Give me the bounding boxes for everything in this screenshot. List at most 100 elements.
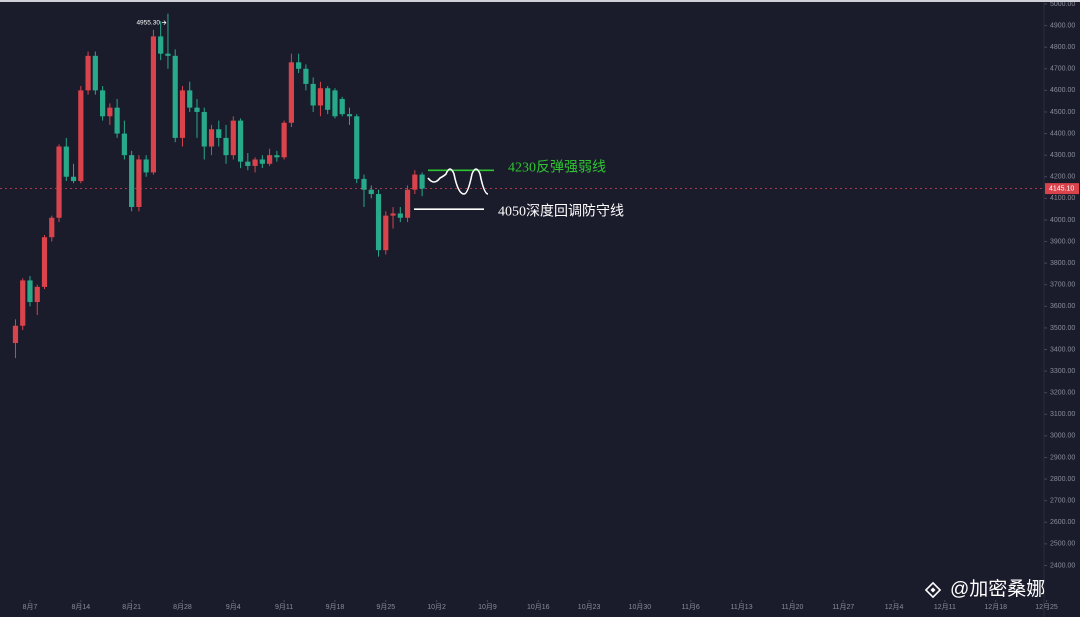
candle-body — [317, 88, 324, 106]
candle-body — [49, 217, 55, 238]
candle-body — [99, 90, 106, 117]
candle-body — [187, 90, 193, 108]
candle-body — [27, 280, 33, 302]
x-tick-label: 9月25 — [376, 603, 395, 611]
candle-body — [397, 213, 403, 218]
x-tick-label: 10月16 — [527, 603, 550, 611]
candle-body — [216, 129, 222, 138]
candle-body — [85, 55, 91, 91]
x-tick-label: 12月18 — [984, 603, 1007, 611]
high-marker-label: 4955.30 — [136, 19, 160, 26]
candle-body — [150, 36, 157, 173]
candle-body — [129, 155, 135, 207]
candle-body — [383, 215, 389, 251]
candle-body — [20, 280, 26, 326]
x-tick-label: 10月9 — [478, 603, 497, 611]
candle-body — [259, 159, 265, 164]
top-bar — [0, 0, 1080, 2]
candle-body — [56, 146, 62, 218]
candle-body — [223, 137, 229, 156]
candle-body — [346, 114, 353, 117]
candle-body — [12, 325, 19, 344]
candle-body — [390, 213, 396, 216]
y-tick-label: 2700.00 — [1050, 498, 1075, 505]
x-tick-label: 9月4 — [226, 603, 241, 611]
candle-body — [41, 237, 48, 287]
y-tick-label: 4600.00 — [1050, 87, 1075, 94]
y-tick-label: 3600.00 — [1050, 303, 1075, 310]
candle-body — [114, 107, 120, 134]
last-price-box — [1045, 183, 1079, 195]
y-tick-label: 3700.00 — [1050, 282, 1075, 289]
candle-body — [325, 88, 331, 110]
candle-body — [267, 155, 273, 164]
candle-body — [172, 55, 178, 138]
x-tick-label: 11月6 — [682, 603, 700, 611]
y-tick-label: 4300.00 — [1050, 152, 1075, 159]
candle-body — [419, 174, 425, 189]
candle-body — [288, 62, 294, 123]
candle-body — [63, 146, 69, 177]
y-tick-label: 4800.00 — [1050, 44, 1075, 51]
y-tick-label: 3800.00 — [1050, 260, 1075, 267]
candle-body — [368, 189, 374, 195]
candle-body — [165, 53, 171, 56]
squiggle — [427, 168, 489, 195]
candle-body — [274, 155, 280, 158]
x-tick-label: 8月28 — [173, 603, 192, 611]
x-tick-label: 11月20 — [781, 603, 803, 611]
y-tick-label: 3400.00 — [1050, 346, 1075, 353]
candle-body — [375, 194, 382, 251]
x-tick-label: 10月23 — [578, 603, 601, 611]
candle-body — [404, 189, 411, 218]
y-tick-label: 2800.00 — [1050, 476, 1075, 483]
x-tick-label: 8月7 — [23, 603, 38, 611]
x-tick-label: 9月18 — [326, 603, 345, 611]
y-tick-label: 4500.00 — [1050, 109, 1075, 116]
y-tick-label: 3300.00 — [1050, 368, 1075, 375]
x-tick-label: 12月11 — [934, 603, 956, 611]
y-tick-label: 2600.00 — [1050, 519, 1075, 526]
candle-body — [412, 174, 418, 190]
candle-body — [194, 107, 200, 112]
candle-body — [92, 55, 98, 91]
watermark-logo — [924, 581, 942, 599]
candle-body — [237, 120, 244, 162]
x-tick-label: 10月30 — [629, 603, 652, 611]
y-tick-label: 3000.00 — [1050, 433, 1075, 440]
y-tick-label: 4900.00 — [1050, 22, 1075, 29]
x-tick-label: 11月13 — [731, 603, 753, 611]
candle-body — [179, 90, 186, 138]
y-tick-label: 4400.00 — [1050, 130, 1075, 137]
y-tick-label: 5000.00 — [1050, 1, 1075, 8]
watermark: @加密桑娜 — [950, 578, 1045, 600]
high-marker-arrow — [161, 20, 167, 25]
x-tick-label: 11月27 — [832, 603, 854, 611]
candle-body — [281, 122, 287, 158]
y-tick-label: 4100.00 — [1050, 195, 1075, 202]
candle-body — [361, 178, 367, 190]
candle-body — [296, 62, 302, 69]
candle-body — [332, 90, 338, 117]
x-tick-label: 9月11 — [275, 603, 293, 611]
candle-body — [136, 159, 142, 207]
candle-body — [230, 120, 236, 156]
y-tick-label: 4200.00 — [1050, 174, 1075, 181]
candle-body — [310, 83, 316, 106]
candle-body — [143, 159, 149, 173]
candle-body — [354, 116, 360, 179]
x-tick-label: 12月25 — [1035, 603, 1058, 611]
candle-body — [208, 129, 215, 147]
candle-body — [121, 133, 127, 156]
x-tick-label: 12月4 — [885, 603, 904, 611]
y-tick-label: 3100.00 — [1050, 411, 1075, 418]
candle-body — [245, 161, 251, 166]
y-tick-label: 2500.00 — [1050, 541, 1075, 548]
candle-body — [339, 99, 345, 115]
candle-body — [303, 68, 309, 84]
candle-body — [158, 36, 164, 54]
last-price-label: 4145.10 — [1049, 185, 1074, 192]
candle-body — [70, 176, 77, 182]
y-tick-label: 3500.00 — [1050, 325, 1075, 332]
